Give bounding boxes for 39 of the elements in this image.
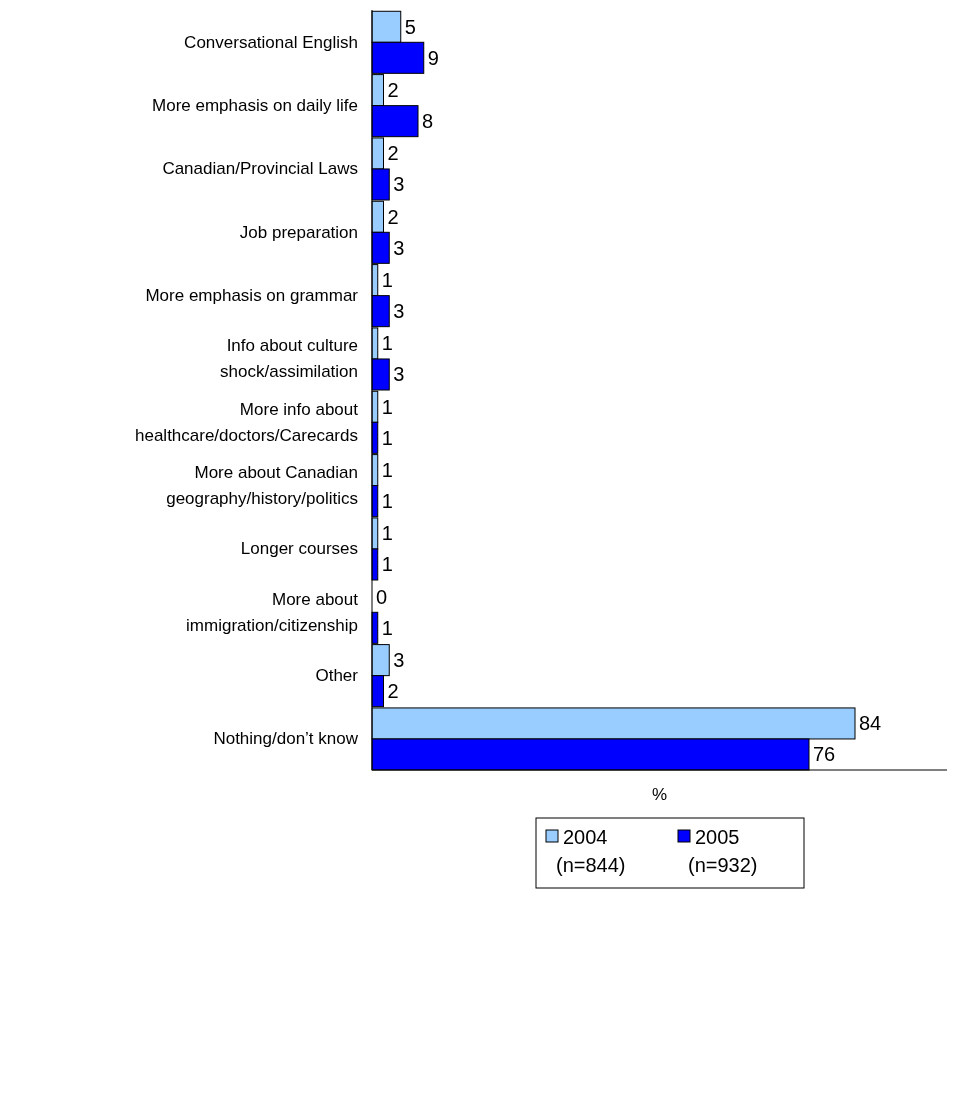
- data-label: 3: [393, 363, 405, 386]
- data-label: 1: [381, 490, 393, 513]
- data-label: 5: [404, 15, 416, 38]
- data-label: 3: [393, 649, 405, 672]
- data-label: 3: [393, 300, 405, 323]
- data-label: 0: [376, 585, 388, 608]
- data-label: 1: [381, 616, 393, 639]
- y-tick-label: More info about healthcare/doctors/Carecards: [134, 399, 359, 445]
- data-label: 3: [393, 173, 405, 196]
- data-label: 2: [387, 680, 399, 703]
- data-label: 8: [422, 110, 434, 133]
- data-label: 1: [381, 332, 393, 355]
- data-label: 1: [381, 395, 393, 418]
- y-tick-label: More emphasis on grammar: [145, 286, 359, 305]
- y-tick-label: Canadian/Provincial Laws: [162, 159, 358, 179]
- y-tick-label: More about Canadian geography/history/politics: [166, 463, 358, 508]
- data-label: 1: [381, 553, 393, 576]
- data-label: 3: [393, 236, 405, 259]
- data-label: 1: [381, 269, 393, 292]
- legend-label: 2004 (n=844): [556, 826, 626, 876]
- data-label: 1: [381, 522, 393, 545]
- data-label: 76: [813, 743, 836, 766]
- y-tick-label: Longer courses: [240, 539, 358, 559]
- y-tick-label: More emphasis on daily life: [152, 96, 358, 115]
- data-label: 2: [387, 79, 399, 102]
- y-tick-label: More about immigration/citizenship: [186, 589, 359, 635]
- legend-label: 2005 (n=932): [688, 826, 758, 876]
- data-label: 84: [859, 712, 882, 735]
- data-label: 2: [387, 205, 399, 228]
- y-tick-label: Conversational English: [184, 32, 358, 52]
- x-axis-title: %: [651, 785, 668, 804]
- data-label: 2: [387, 142, 399, 165]
- data-label: 1: [381, 426, 393, 449]
- data-label: 1: [381, 459, 393, 482]
- y-tick-label: Info about culture shock/assimilation: [220, 336, 358, 382]
- y-tick-label: Job preparation: [239, 222, 358, 242]
- y-tick-label: Nothing/don’t know: [213, 729, 359, 749]
- data-label: 9: [427, 46, 439, 69]
- y-tick-label: Other: [315, 666, 359, 685]
